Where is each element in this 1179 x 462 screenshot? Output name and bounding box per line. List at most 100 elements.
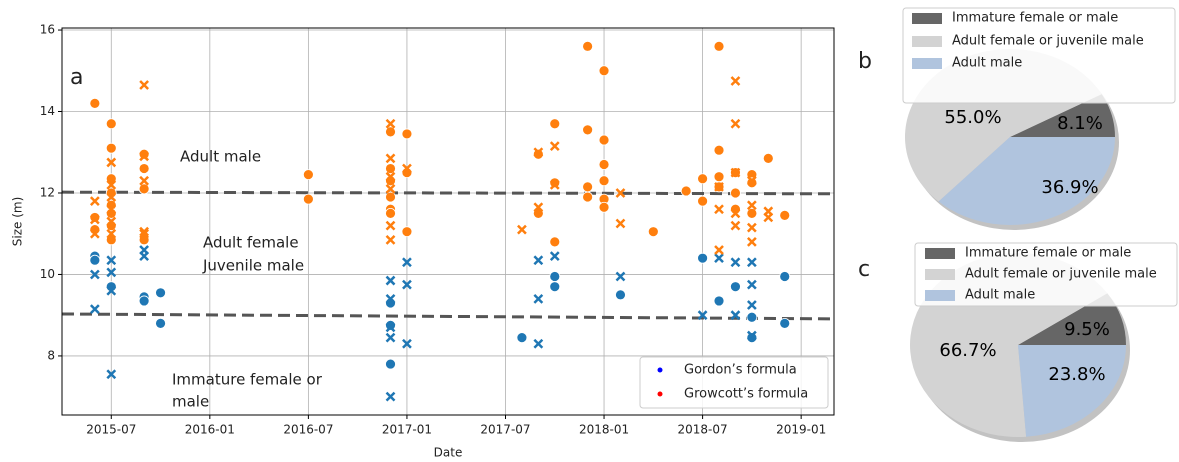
cross-marker	[89, 214, 100, 225]
circle-marker	[582, 40, 594, 52]
cross-marker	[746, 330, 757, 341]
cross-marker	[106, 285, 117, 296]
circle-marker	[385, 163, 396, 174]
circle-marker	[598, 134, 610, 146]
x-tick-label: 2017-01	[382, 423, 432, 437]
cross-marker	[714, 253, 724, 264]
pie-label: 8.1%	[1057, 113, 1103, 134]
cross-marker	[746, 300, 757, 310]
cross-marker	[763, 212, 774, 223]
cross-marker	[615, 218, 626, 229]
circle-marker	[746, 332, 758, 344]
cross-marker	[89, 269, 100, 280]
cross-marker	[106, 369, 117, 380]
pie-wedge	[1010, 94, 1115, 137]
legend-label: Adult female or juvenile male	[965, 267, 1157, 282]
cross-marker	[139, 228, 150, 239]
cross-marker	[385, 275, 396, 286]
legend-box	[914, 242, 1178, 307]
pie-label: 66.7%	[939, 340, 996, 361]
cross-marker	[746, 236, 757, 247]
circle-marker	[647, 226, 659, 238]
cross-marker	[106, 267, 117, 278]
circle-marker	[598, 65, 610, 77]
circle-marker	[401, 226, 413, 238]
pie-wedge	[938, 137, 1115, 226]
x-tick-label: 2016-07	[283, 423, 333, 437]
circle-marker	[89, 254, 101, 266]
cross-marker	[533, 294, 544, 304]
cross-marker	[697, 310, 708, 321]
circle-marker	[713, 171, 725, 183]
circle-marker	[713, 144, 725, 156]
legend-swatch	[912, 13, 942, 24]
legend-marker	[657, 391, 663, 397]
cross-marker	[714, 245, 724, 255]
legend-swatch	[912, 36, 942, 47]
cross-marker	[549, 179, 560, 190]
legend-box	[902, 7, 1176, 104]
cross-marker	[385, 294, 396, 304]
legend-label: Growcott’s formula	[684, 387, 808, 402]
circle-marker	[89, 97, 101, 109]
cross-marker	[549, 141, 560, 152]
cross-marker	[402, 163, 412, 174]
circle-marker	[532, 148, 544, 160]
pie-label: 23.8%	[1048, 364, 1105, 385]
legend-label: Immature female or male	[965, 246, 1131, 261]
circle-marker	[549, 177, 561, 189]
circle-marker	[598, 159, 610, 170]
circle-marker	[598, 201, 610, 213]
cross-marker	[615, 188, 626, 198]
cross-marker	[385, 234, 396, 245]
pie-label: 9.5%	[1064, 319, 1110, 340]
circle-marker	[680, 185, 692, 197]
x-tick-label: 2018-01	[579, 423, 629, 437]
circle-marker	[401, 128, 413, 140]
circle-marker	[598, 175, 610, 187]
circle-marker	[713, 40, 725, 52]
legend-label: Gordon’s formula	[684, 363, 797, 378]
legend-label: Adult male	[965, 288, 1035, 303]
circle-marker	[697, 195, 708, 207]
cross-marker	[385, 118, 396, 129]
panel-label: a	[70, 65, 83, 90]
circle-marker	[730, 281, 741, 293]
circle-marker	[746, 177, 758, 189]
circle-marker	[138, 163, 150, 174]
circle-marker	[302, 169, 314, 181]
circle-marker	[105, 142, 117, 154]
plot-area	[62, 28, 834, 415]
cross-marker	[533, 147, 544, 158]
circle-marker	[89, 212, 101, 223]
x-tick-label: 2015-07	[86, 423, 136, 437]
y-tick-label: 8	[47, 348, 55, 362]
circle-marker	[697, 252, 708, 264]
cross-marker	[746, 222, 757, 233]
x-tick-label: 2017-07	[480, 423, 530, 437]
cross-marker	[385, 391, 396, 402]
cross-marker	[89, 196, 100, 207]
circle-marker	[615, 289, 626, 301]
circle-marker	[385, 358, 396, 370]
circle-marker	[516, 332, 528, 344]
cross-marker	[533, 338, 544, 349]
legend-swatch	[925, 290, 955, 301]
cross-marker	[746, 175, 757, 186]
cross-marker	[746, 200, 757, 211]
cross-marker	[106, 157, 117, 168]
circle-marker	[549, 271, 561, 282]
legend-swatch	[912, 58, 942, 69]
circle-marker	[779, 271, 791, 282]
circle-marker	[730, 187, 741, 199]
pie-wedge	[1018, 345, 1126, 437]
cross-marker	[385, 322, 396, 333]
cross-marker	[385, 332, 396, 343]
cross-marker	[714, 181, 724, 192]
cross-marker	[385, 220, 396, 231]
circle-marker	[549, 118, 561, 130]
cross-marker	[385, 171, 396, 182]
circle-marker	[155, 287, 166, 299]
circle-marker	[302, 193, 314, 205]
